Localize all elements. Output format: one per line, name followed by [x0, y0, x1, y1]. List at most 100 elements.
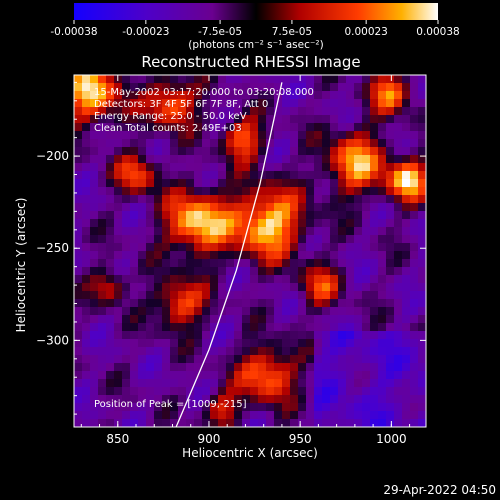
heatmap-cell [234, 323, 243, 332]
heatmap-cell [146, 379, 155, 388]
heatmap-cell [306, 243, 315, 252]
heatmap-cell [386, 139, 395, 148]
heatmap-cell [322, 219, 331, 228]
heatmap-cell [90, 347, 99, 356]
heatmap-cell [178, 355, 187, 364]
heatmap-cell [314, 147, 323, 156]
heatmap-cell [386, 203, 395, 212]
heatmap-cell [186, 339, 195, 348]
heatmap-cell [354, 267, 363, 276]
heatmap-cell [410, 331, 419, 340]
heatmap-cell [154, 307, 163, 316]
heatmap-cell [274, 307, 283, 316]
heatmap-cell [138, 83, 147, 92]
heatmap-cell [202, 283, 211, 292]
heatmap-cell [106, 243, 115, 252]
heatmap-cell [90, 235, 99, 244]
heatmap-cell [154, 235, 163, 244]
heatmap-cell [154, 179, 163, 188]
heatmap-cell [410, 163, 419, 172]
heatmap-cell [194, 179, 203, 188]
heatmap-cell [378, 211, 387, 220]
heatmap-cell [266, 123, 275, 132]
heatmap-cell [266, 411, 275, 420]
heatmap-cell [170, 123, 179, 132]
heatmap-cell [418, 83, 426, 92]
heatmap-cell [362, 403, 371, 412]
heatmap-cell [130, 419, 139, 427]
heatmap-cell [354, 211, 363, 220]
heatmap-cell [362, 107, 371, 116]
heatmap-cell [362, 275, 371, 284]
heatmap-cell [194, 131, 203, 140]
heatmap-cell [282, 299, 291, 308]
heatmap-cell [282, 107, 291, 116]
heatmap-cell [258, 91, 267, 100]
heatmap-cell [298, 131, 307, 140]
heatmap-cell [202, 155, 211, 164]
heatmap-cell [410, 283, 419, 292]
heatmap-cell [226, 251, 235, 260]
heatmap-cell [90, 395, 99, 404]
heatmap-cell [178, 179, 187, 188]
heatmap-cell [290, 339, 299, 348]
heatmap-cell [330, 283, 339, 292]
heatmap-cell [314, 283, 323, 292]
heatmap-cell [306, 227, 315, 236]
heatmap-cell [258, 363, 267, 372]
heatmap-cell [354, 347, 363, 356]
heatmap-cell [82, 267, 91, 276]
heatmap-cell [74, 195, 83, 204]
heatmap-cell [122, 227, 131, 236]
heatmap-cell [170, 299, 179, 308]
heatmap-cell [402, 371, 411, 380]
heatmap-cell [194, 323, 203, 332]
heatmap-cell [90, 211, 99, 220]
heatmap-cell [274, 203, 283, 212]
heatmap-cell [218, 259, 227, 268]
heatmap-cell [402, 235, 411, 244]
heatmap-cell [290, 99, 299, 108]
heatmap-cell [362, 387, 371, 396]
heatmap-cell [290, 275, 299, 284]
heatmap-cell [242, 387, 251, 396]
heatmap-cell [202, 235, 211, 244]
heatmap-cell [306, 147, 315, 156]
heatmap-cell [322, 419, 331, 427]
heatmap-cell [154, 219, 163, 228]
heatmap-cell [298, 203, 307, 212]
heatmap-cell [314, 195, 323, 204]
heatmap-cell [306, 363, 315, 372]
heatmap-cell [298, 323, 307, 332]
heatmap-cell [258, 275, 267, 284]
heatmap-cell [338, 107, 347, 116]
heatmap-cell [418, 163, 426, 172]
heatmap-cell [378, 371, 387, 380]
heatmap-cell [234, 227, 243, 236]
heatmap-cell [266, 283, 275, 292]
heatmap-cell [226, 227, 235, 236]
heatmap-cell [106, 171, 115, 180]
heatmap-cell [274, 347, 283, 356]
heatmap-cell [74, 155, 83, 164]
heatmap-cell [114, 283, 123, 292]
heatmap-cell [178, 411, 187, 420]
heatmap-cell [282, 211, 291, 220]
heatmap-cell [218, 339, 227, 348]
heatmap-cell [298, 195, 307, 204]
heatmap-cell [306, 307, 315, 316]
heatmap-cell [330, 267, 339, 276]
heatmap-cell [106, 219, 115, 228]
heatmap-cell [394, 187, 403, 196]
heatmap-cell [290, 227, 299, 236]
heatmap-cell [210, 403, 219, 412]
heatmap-cell [218, 83, 227, 92]
heatmap-cell [410, 91, 419, 100]
heatmap-cell [282, 371, 291, 380]
heatmap-cell [186, 75, 195, 84]
heatmap-cell [386, 75, 395, 84]
heatmap-cell [226, 139, 235, 148]
heatmap-cell [306, 403, 315, 412]
heatmap-cell [202, 75, 211, 84]
heatmap-cell [194, 339, 203, 348]
